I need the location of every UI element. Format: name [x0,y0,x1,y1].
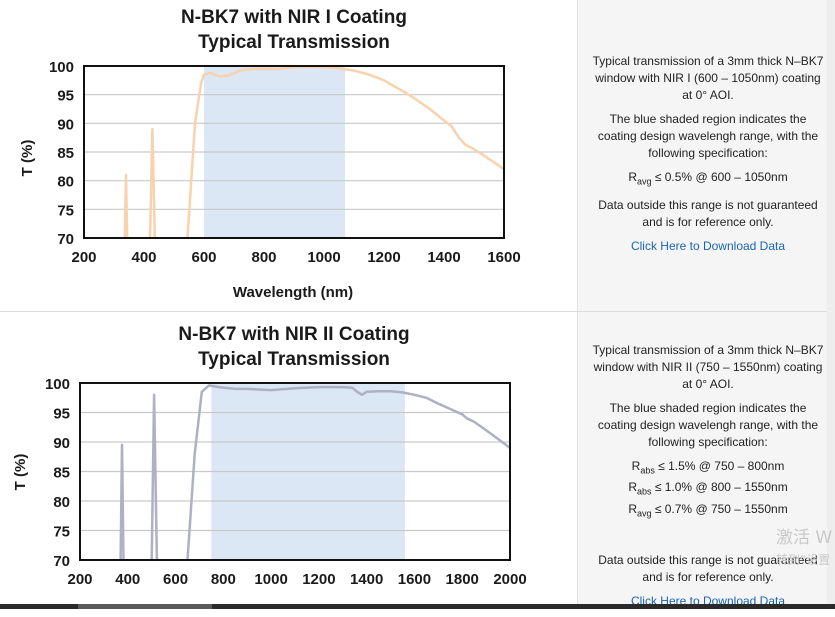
spec-symbol: R [628,170,637,184]
spec-subscript: avg [636,176,652,187]
spec-line: Rabs ≤ 1.5% @ 750 – 800nm [592,458,824,479]
spec-list: Rabs ≤ 1.5% @ 750 – 800nm Rabs ≤ 1.0% @ 8… [592,458,824,522]
series-line [148,127,157,238]
y-tick-label: 90 [53,435,70,452]
activation-watermark-hint: 转到“设置 [776,553,831,567]
spec-value: ≤ 1.5% @ 750 – 800nm [654,459,785,473]
download-data-link[interactable]: Click Here to Download Data [630,239,786,254]
series-line [186,66,504,238]
scrollbar-track[interactable] [827,0,835,604]
x-tick-label: 1400 [350,571,383,588]
y-tick-label: 75 [53,524,70,541]
chart-row-1: N-BK7 with NIR I Coating Typical Transmi… [0,0,828,311]
chart-subtitle: Typical Transmission [198,32,390,53]
y-axis-label: T (%) [19,140,36,177]
spec-line: Rabs ≤ 1.0% @ 800 – 1550nm [592,479,824,500]
y-tick-label: 70 [53,553,70,570]
chart-title: N-BK7 with NIR I Coating [181,7,407,28]
desc-shade-note: The blue shaded region indicates the coa… [597,401,819,449]
y-tick-label: 90 [57,116,74,133]
description-text-1: Typical transmission of a 3mm thick N–BK… [592,53,824,262]
spec-subscript: abs [636,486,652,497]
plot-frame [83,65,505,239]
chart-row-2: N-BK7 with NIR II Coating Typical Transm… [0,312,835,608]
x-tick-label: 600 [163,571,188,588]
chart-cell-1: N-BK7 with NIR I Coating Typical Transmi… [0,0,576,311]
x-tick-label: 1600 [398,571,431,588]
x-tick-label: 400 [115,571,140,588]
y-tick-label: 100 [45,376,70,393]
y-tick-label: 95 [53,406,70,423]
x-tick-label: 1400 [427,249,460,266]
spec-value: ≤ 1.0% @ 800 – 1550nm [651,480,788,495]
x-tick-label: 600 [191,249,216,266]
chart-nir1: N-BK7 with NIR I Coating Typical Transmi… [19,7,521,301]
x-tick-label: 1200 [302,571,335,588]
chart-title: N-BK7 with NIR II Coating [178,324,409,345]
y-tick-label: 85 [57,145,74,162]
series-line [123,173,129,238]
series-line [186,384,510,560]
spec-subscript: avg [636,508,652,519]
chart-cell-2: N-BK7 with NIR II Coating Typical Transm… [0,312,576,604]
plot-area [79,382,511,561]
y-tick-label: 85 [53,465,70,482]
x-tick-label: 800 [211,571,236,588]
x-tick-label: 800 [251,249,276,266]
spec-symbol: R [628,501,637,516]
description-panel-2: Typical transmission of a 3mm thick N–BK… [577,312,828,608]
spec-symbol: R [628,480,637,495]
desc-disclaimer: Data outside this range is not guarantee… [598,553,818,585]
x-tick-label: 1600 [487,249,520,266]
chart-nir2: N-BK7 with NIR II Coating Typical Transm… [12,324,527,588]
spec-list: Ravg ≤ 0.5% @ 600 – 1050nm [592,169,824,190]
chart-subtitle: Typical Transmission [198,349,390,370]
x-tick-label: 200 [67,571,92,588]
desc-intro: Typical transmission of a 3mm thick N–BK… [592,54,824,102]
y-tick-label: 95 [57,88,74,105]
x-axis-label: Wavelength (nm) [233,284,353,301]
desc-disclaimer: Data outside this range is not guarantee… [598,198,818,230]
desc-intro: Typical transmission of a 3mm thick N–BK… [592,343,824,391]
x-tick-label: 2000 [493,571,526,588]
series-line [150,393,159,560]
desc-shade-note: The blue shaded region indicates the coa… [597,112,819,160]
y-tick-label: 75 [57,202,74,219]
x-tick-label: 1000 [254,571,287,588]
y-tick-label: 70 [57,231,74,248]
series-line [119,443,125,560]
taskbar [0,604,835,609]
spec-line: Ravg ≤ 0.7% @ 750 – 1550nm [592,501,824,522]
activation-watermark: 激活 W [776,528,833,548]
spec-subscript: abs [640,465,655,476]
row-divider [0,311,835,312]
y-tick-label: 80 [53,494,70,511]
x-tick-label: 1000 [307,249,340,266]
plot-area [83,65,505,239]
y-tick-label: 80 [57,174,74,191]
y-tick-label: 100 [49,59,74,76]
taskbar-item[interactable] [78,604,212,609]
spec-line: Ravg ≤ 0.5% @ 600 – 1050nm [592,169,824,190]
y-axis-label: T (%) [12,454,29,491]
description-text-2: Typical transmission of a 3mm thick N–BK… [592,342,824,617]
x-tick-label: 200 [71,249,96,266]
plot-frame [79,382,511,561]
x-tick-label: 400 [131,249,156,266]
spec-symbol: R [631,459,641,473]
spec-value: ≤ 0.7% @ 750 – 1550nm [651,501,788,516]
x-tick-label: 1200 [367,249,400,266]
description-panel-1: Typical transmission of a 3mm thick N–BK… [577,0,828,311]
spec-value: ≤ 0.5% @ 600 – 1050nm [651,170,788,184]
x-tick-label: 1800 [446,571,479,588]
